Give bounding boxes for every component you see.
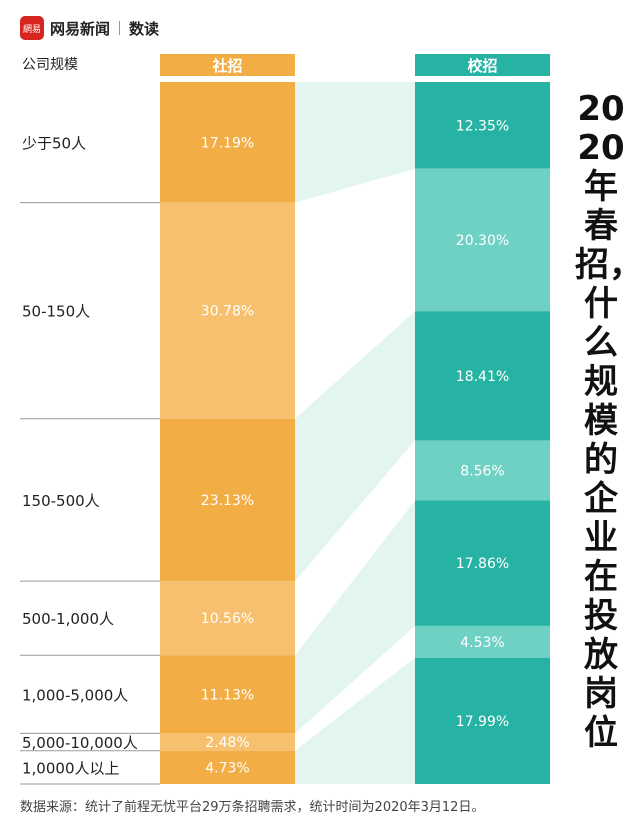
data-label: 17.19% [201, 135, 254, 151]
bar-segment-social [160, 655, 295, 734]
bar-segment-campus [415, 657, 550, 784]
series-header-campus: 校招 [415, 54, 550, 76]
bar-segment-campus [415, 625, 550, 658]
bar-segment-social [160, 750, 295, 784]
data-label: 17.86% [456, 556, 509, 572]
data-label: 8.56% [460, 463, 504, 479]
data-label: 20.30% [456, 233, 509, 249]
data-label: 17.99% [456, 714, 509, 730]
category-label: 5,000-10,000人 [22, 734, 138, 752]
category-label: 1,0000人以上 [22, 759, 120, 777]
bar-segment-campus [415, 500, 550, 626]
bar-segment-campus [415, 82, 550, 169]
category-label: 1,000-5,000人 [22, 686, 128, 704]
data-label: 12.35% [456, 118, 509, 134]
flow-band [295, 500, 415, 734]
data-label: 18.41% [456, 369, 509, 385]
header-divider [119, 21, 121, 35]
data-label: 4.73% [205, 760, 249, 776]
bar-segment-social [160, 82, 295, 203]
series-header-social: 社招 [160, 54, 295, 76]
bar-segment-social [160, 733, 295, 751]
category-label: 150-500人 [22, 492, 100, 510]
data-label: 11.13% [201, 687, 254, 703]
flow-band [295, 657, 415, 784]
category-label: 50-150人 [22, 303, 90, 321]
flow-band [295, 82, 415, 203]
header: 網易 网易新闻 数读 [20, 14, 159, 42]
bar-segment-social [160, 202, 295, 419]
flow-band [295, 311, 415, 582]
bar-segment-campus [415, 440, 550, 501]
category-label: 500-1,000人 [22, 610, 114, 628]
bar-segment-social [160, 418, 295, 582]
data-label: 2.48% [205, 735, 249, 751]
brand-name: 网易新闻 [50, 19, 111, 38]
bar-segment-campus [415, 168, 550, 312]
category-label: 少于50人 [22, 134, 86, 152]
data-label: 4.53% [460, 635, 504, 651]
category-axis-label: 公司规模 [22, 57, 78, 73]
data-label: 30.78% [201, 304, 254, 320]
chart-title: 2020年春招，什么规模的企业在投放岗位 [575, 89, 640, 753]
netease-logo: 網易 [20, 16, 44, 40]
bar-segment-social [160, 581, 295, 656]
data-label: 23.13% [201, 493, 254, 509]
data-label: 10.56% [201, 611, 254, 627]
source-note: 数据来源：统计了前程无忧平台29万条招聘需求，统计时间为2020年3月12日。 [20, 800, 485, 815]
bar-segment-campus [415, 311, 550, 441]
column-name: 数读 [129, 19, 160, 38]
